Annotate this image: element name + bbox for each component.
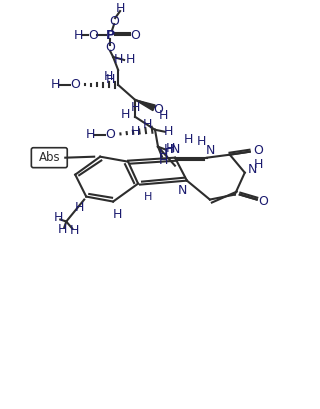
Text: N: N [248, 163, 257, 176]
Text: O: O [109, 15, 119, 27]
Text: O: O [105, 41, 115, 54]
Text: O: O [258, 195, 268, 208]
Text: H: H [125, 54, 135, 66]
Text: H: H [116, 2, 125, 15]
Text: H: H [197, 135, 207, 148]
Text: H: H [158, 109, 168, 122]
Text: O: O [153, 103, 163, 116]
Text: O: O [88, 29, 98, 42]
Text: N: N [206, 144, 216, 157]
Text: H: H [113, 54, 123, 66]
Text: H: H [158, 154, 168, 167]
Text: H: H [158, 148, 168, 161]
Text: H: H [58, 223, 67, 236]
Text: O: O [105, 128, 115, 141]
Text: H: H [74, 29, 83, 42]
Text: H: H [130, 125, 140, 138]
Text: N: N [170, 143, 180, 156]
Polygon shape [135, 100, 155, 110]
Text: H: H [53, 211, 63, 224]
Text: H: H [106, 73, 115, 86]
Text: N: N [177, 184, 187, 197]
Text: H: H [163, 125, 173, 138]
Text: H: H [75, 201, 84, 214]
FancyBboxPatch shape [31, 148, 67, 168]
Text: H: H [69, 224, 79, 237]
Text: O: O [130, 29, 140, 42]
Text: H: H [254, 158, 263, 171]
Text: H: H [130, 101, 140, 115]
Text: H: H [51, 79, 60, 91]
Text: Abs: Abs [38, 151, 60, 164]
Text: H: H [165, 142, 175, 155]
Text: P: P [106, 29, 115, 42]
Text: H: H [163, 143, 173, 156]
Text: O: O [70, 79, 80, 91]
Text: O: O [253, 144, 263, 157]
Text: H: H [103, 70, 113, 83]
Text: H: H [85, 128, 95, 141]
Text: H: H [142, 118, 152, 131]
Text: H: H [184, 133, 194, 146]
Text: H: H [112, 208, 122, 221]
Text: H: H [144, 191, 152, 202]
Text: H: H [120, 108, 130, 121]
